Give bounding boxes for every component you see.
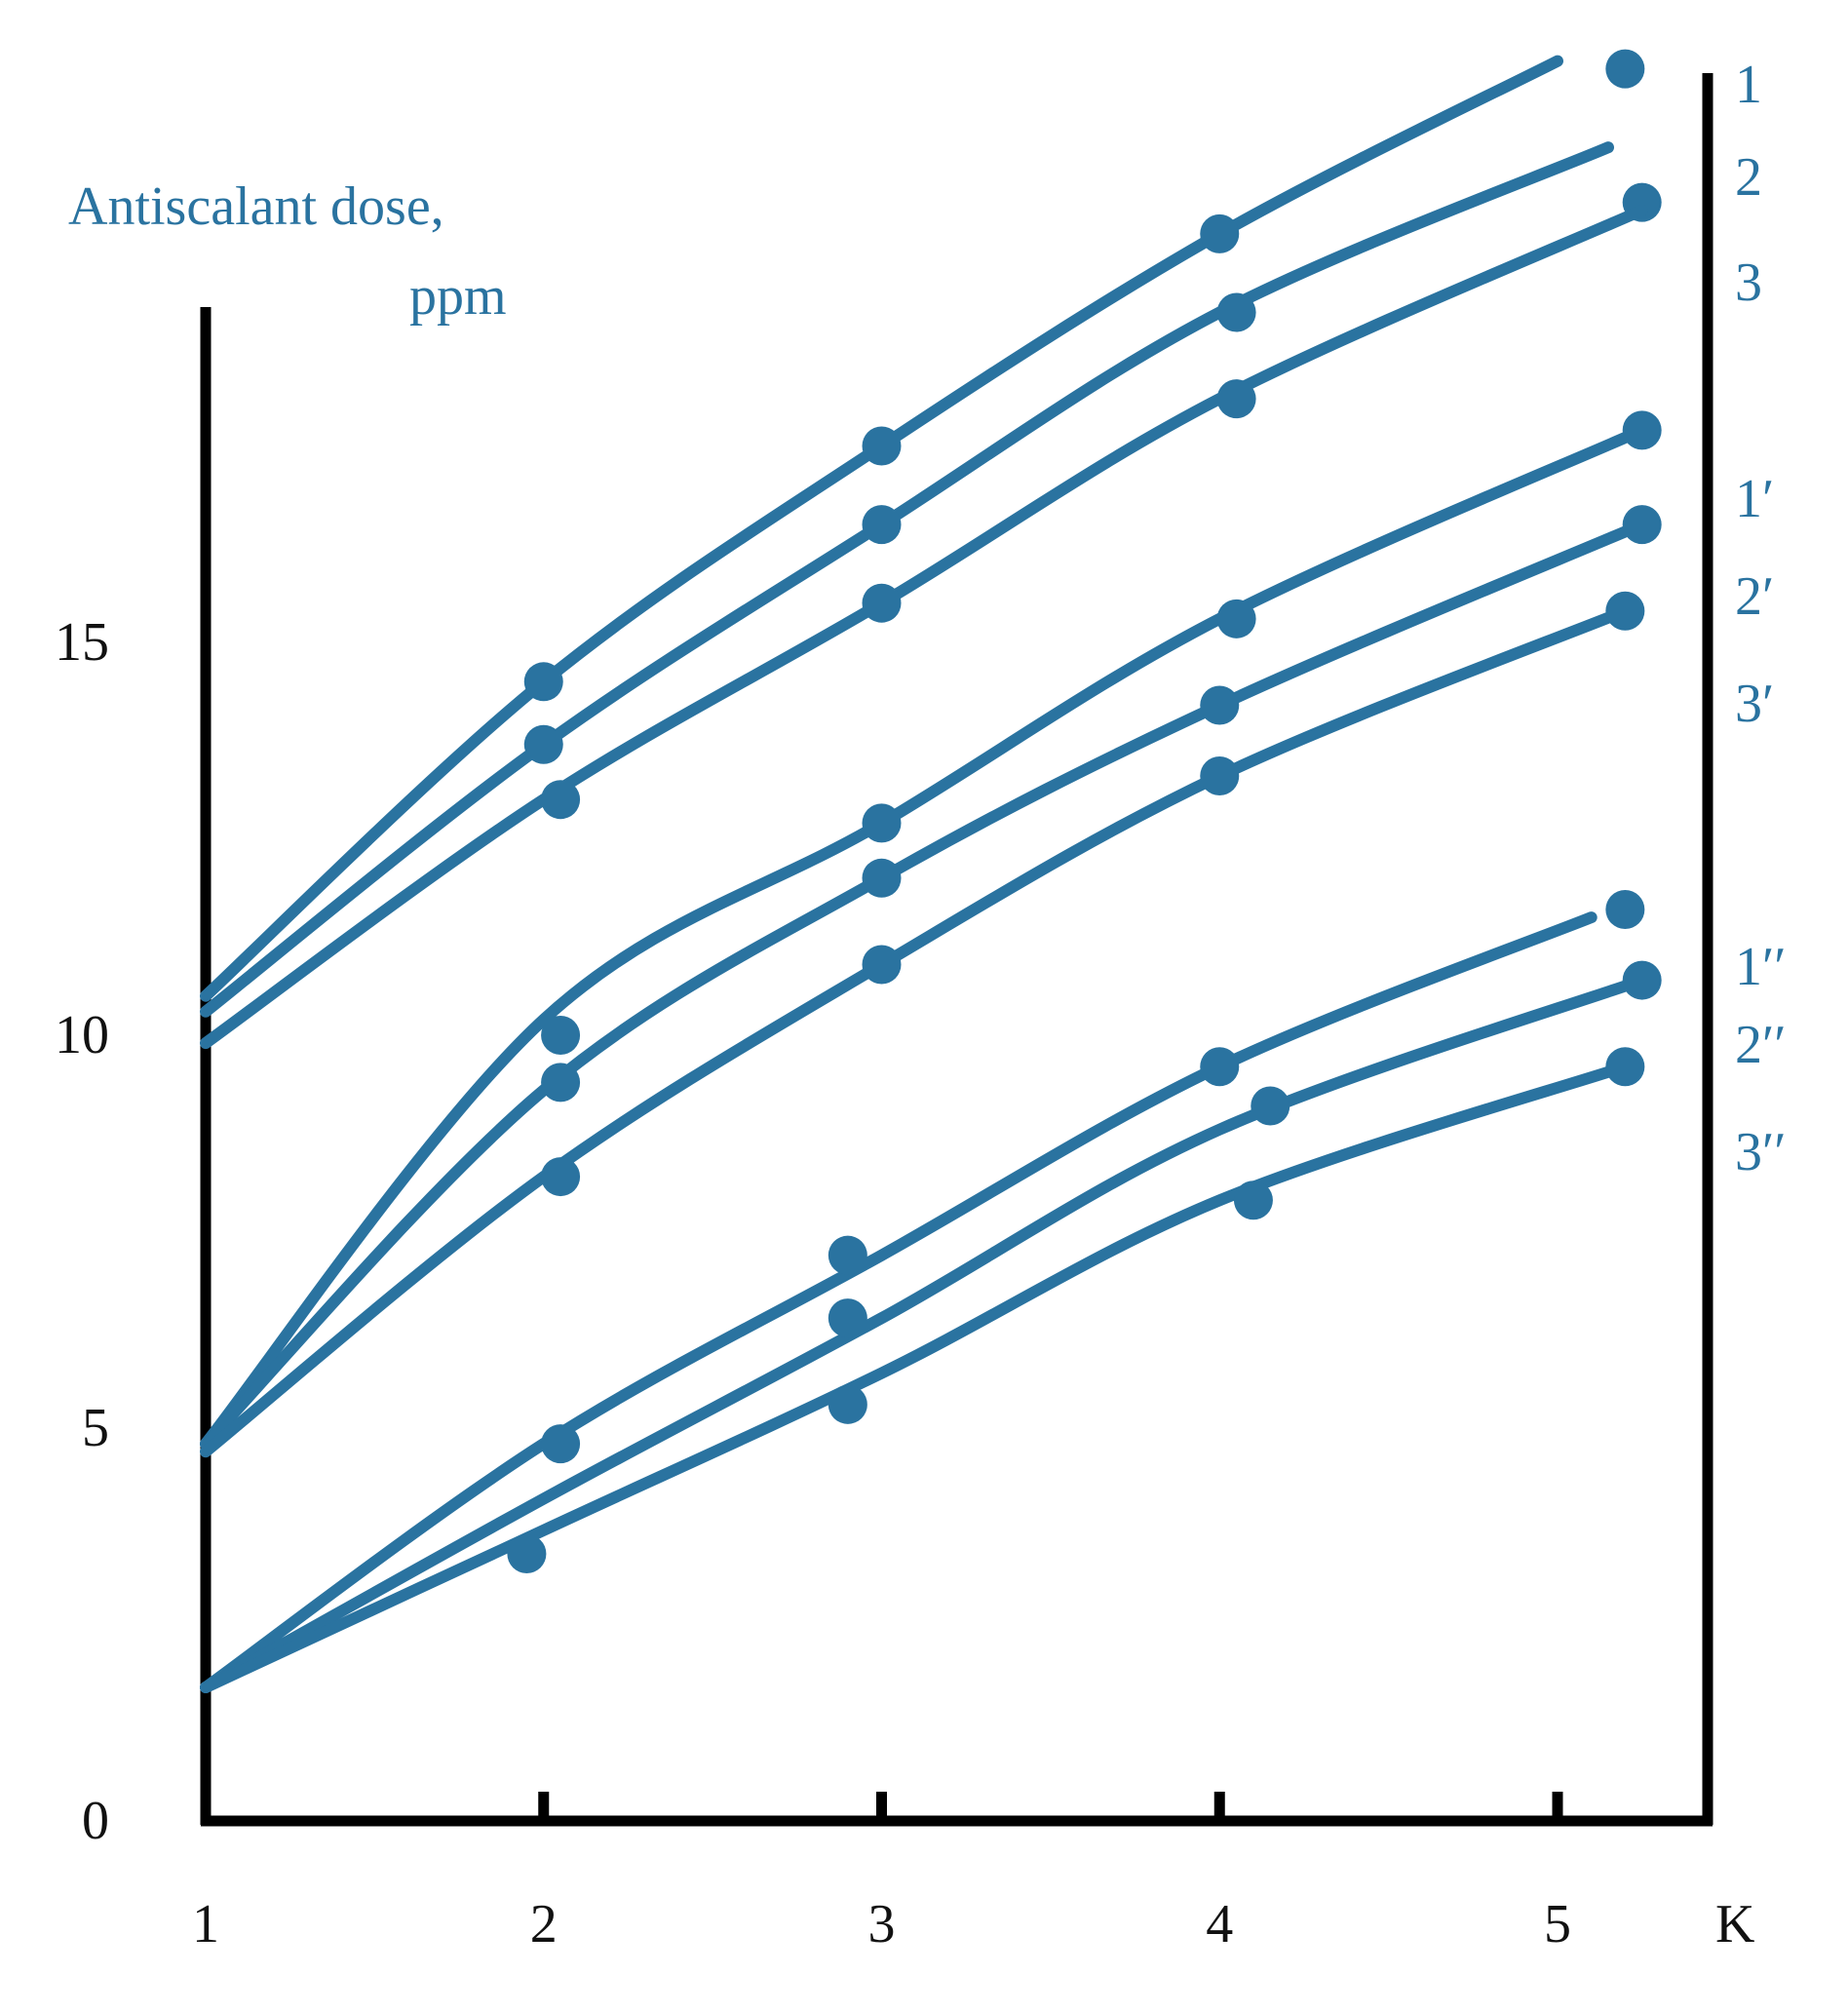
series-label: 3′′ <box>1735 1122 1787 1182</box>
data-point <box>523 662 563 702</box>
data-point <box>1605 890 1645 930</box>
data-point <box>541 780 581 820</box>
x-axis-label: K <box>1715 1894 1754 1954</box>
data-point <box>1622 960 1662 1000</box>
data-point <box>1200 1047 1240 1087</box>
data-point <box>507 1533 547 1573</box>
data-point <box>1605 1047 1645 1087</box>
data-point <box>541 1016 581 1055</box>
series-line-3 <box>200 204 1648 1050</box>
x-tick-label: 2 <box>530 1894 558 1954</box>
series-line-3′′ <box>200 1061 1632 1693</box>
series-label: 2 <box>1735 147 1762 208</box>
data-point <box>1216 292 1256 332</box>
y-tick-label: 10 <box>55 1005 109 1065</box>
data-point <box>1622 505 1662 545</box>
data-point <box>541 1157 581 1197</box>
data-point <box>1216 379 1256 419</box>
y-axis-label-line2: ppm <box>409 266 507 327</box>
x-tick-label: 4 <box>1206 1894 1233 1954</box>
data-point <box>1622 410 1662 450</box>
data-point <box>1216 599 1256 638</box>
y-tick-label: 0 <box>82 1791 109 1851</box>
data-point <box>862 945 902 985</box>
data-point <box>828 1384 867 1424</box>
data-point <box>862 583 902 623</box>
series-label: 1 <box>1735 55 1762 115</box>
series-label: 1′′ <box>1735 937 1787 997</box>
data-point <box>862 505 902 545</box>
y-axis-label-line1: Antiscalant dose, <box>68 176 444 237</box>
data-point <box>523 724 563 764</box>
data-point <box>1251 1086 1290 1126</box>
labels-layer: Antiscalant dose, ppm K 1 2 3 1′ 2′ 3′ 1′′ 2′′ 3… <box>68 55 1787 1954</box>
data-point <box>862 803 902 843</box>
data-point <box>541 1063 581 1103</box>
x-tick-label: 3 <box>868 1894 896 1954</box>
series-label: 2′′ <box>1735 1015 1787 1075</box>
axes-layer <box>200 73 1713 1827</box>
data-point <box>1233 1180 1273 1220</box>
data-point <box>828 1235 867 1275</box>
y-tick-label: 15 <box>55 612 109 673</box>
data-point <box>1605 49 1645 89</box>
data-point <box>828 1298 867 1338</box>
series-label: 3′ <box>1735 674 1774 734</box>
data-point <box>1200 685 1240 725</box>
data-point <box>862 426 902 466</box>
x-tick-label: 5 <box>1544 1894 1571 1954</box>
series-line-3′ <box>200 604 1632 1458</box>
y-tick-label: 5 <box>82 1398 109 1458</box>
series-layer <box>200 49 1662 1693</box>
series-label: 3 <box>1735 252 1762 313</box>
data-point <box>1200 756 1240 796</box>
series-label: 1′ <box>1735 469 1774 529</box>
x-tick-label: 1 <box>192 1894 219 1954</box>
data-point <box>541 1424 581 1464</box>
series-line-1′′ <box>200 911 1598 1693</box>
series-label: 2′ <box>1735 566 1774 627</box>
data-point <box>862 858 902 898</box>
x-ticks: 1 2 3 4 5 0 5 10 15 <box>55 612 1571 1954</box>
series-line-2′′ <box>200 974 1648 1693</box>
data-point <box>1605 591 1645 631</box>
data-point <box>1200 213 1240 253</box>
